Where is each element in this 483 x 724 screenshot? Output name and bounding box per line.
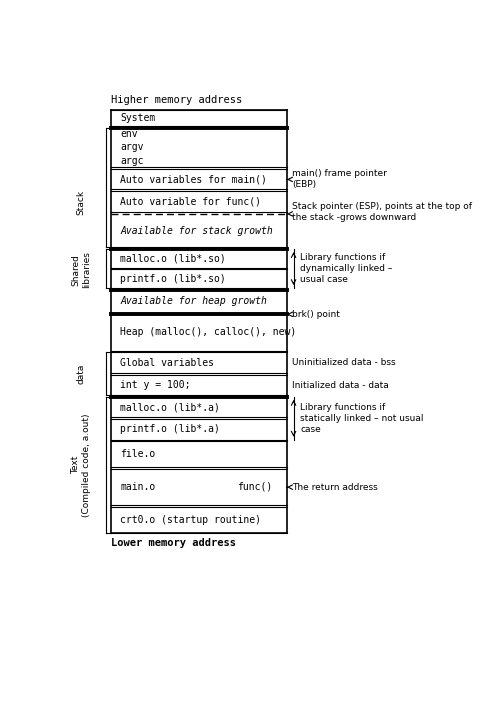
- Text: main() frame pointer
(EBP): main() frame pointer (EBP): [287, 169, 387, 190]
- Text: Available for heap growth: Available for heap growth: [120, 296, 267, 306]
- Text: Text
(Compiled code, a.out): Text (Compiled code, a.out): [71, 413, 91, 517]
- Text: Uninitialized data - bss: Uninitialized data - bss: [293, 358, 396, 367]
- Text: int y = 100;: int y = 100;: [120, 380, 191, 390]
- Text: Library functions if
dynamically linked –
usual case: Library functions if dynamically linked …: [300, 253, 393, 285]
- Text: env
argv
argc: env argv argc: [120, 129, 144, 166]
- Text: Higher memory address: Higher memory address: [111, 95, 242, 105]
- Text: main.o: main.o: [120, 482, 156, 492]
- Text: Auto variables for main(): Auto variables for main(): [120, 174, 267, 184]
- Text: Lower memory address: Lower memory address: [111, 539, 236, 549]
- Text: Library functions if
statically linked – not usual
case: Library functions if statically linked –…: [300, 403, 424, 434]
- Text: data: data: [76, 363, 85, 384]
- Text: Shared
libraries: Shared libraries: [71, 251, 91, 288]
- Text: func(): func(): [237, 482, 272, 492]
- Text: Stack: Stack: [76, 190, 85, 215]
- Text: malloc.o (lib*.a): malloc.o (lib*.a): [120, 402, 220, 412]
- Text: Auto variable for func(): Auto variable for func(): [120, 197, 261, 207]
- Text: brk() point: brk() point: [287, 310, 341, 319]
- Text: Available for stack growth: Available for stack growth: [120, 226, 273, 236]
- Text: Heap (malloc(), calloc(), new): Heap (malloc(), calloc(), new): [120, 327, 297, 337]
- Text: Stack pointer (ESP), points at the top of
the stack -grows downward: Stack pointer (ESP), points at the top o…: [287, 202, 472, 222]
- Text: Initialized data - data: Initialized data - data: [293, 381, 389, 390]
- Text: The return address: The return address: [287, 483, 378, 492]
- Text: file.o: file.o: [120, 450, 156, 459]
- Text: System: System: [120, 113, 156, 123]
- Text: Global variables: Global variables: [120, 358, 214, 368]
- Text: crt0.o (startup routine): crt0.o (startup routine): [120, 515, 261, 525]
- Text: printf.o (lib*.so): printf.o (lib*.so): [120, 274, 226, 284]
- Text: printf.o (lib*.a): printf.o (lib*.a): [120, 424, 220, 434]
- Text: malloc.o (lib*.so): malloc.o (lib*.so): [120, 253, 226, 264]
